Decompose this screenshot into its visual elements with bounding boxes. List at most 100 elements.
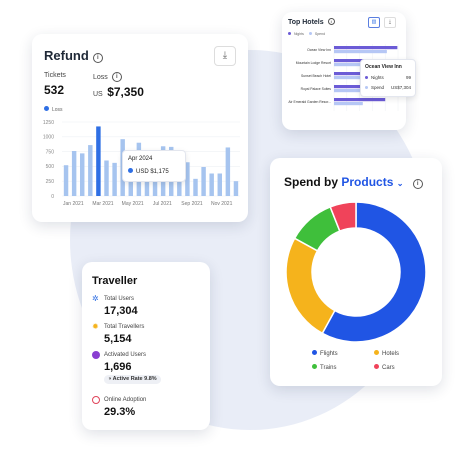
info-icon[interactable]: i [111,72,122,82]
legend-item-trains: Trains [312,364,336,371]
tickets-label: Tickets [44,72,66,79]
x-tick-label: May 2021 [122,201,144,207]
legend-item-flights: Flights [312,350,338,357]
donut-slice-cars [329,201,357,233]
globe-icon [92,396,100,404]
bar [96,126,101,196]
activated-users-label: Activated Users [104,352,147,358]
legend-swatch [288,32,291,35]
bar [63,165,69,196]
legend-item-hotels: Hotels [374,350,399,357]
legend-swatch [312,364,317,369]
activated-users-icon [92,351,100,359]
activated-users-value: 1,696 [104,361,132,373]
tooltip-month: Apr 2024 [128,156,153,162]
bar-spend [334,89,366,93]
legend-swatch [365,76,368,79]
refund-card: Refund i ⤓ Tickets 532 Loss i US $7,350 Lo… [32,34,248,222]
total-travellers-value: 5,154 [104,333,132,345]
x-tick-label: Jul 2021 [153,201,172,207]
bar [152,173,158,196]
y-tick-label: 1250 [43,120,54,126]
hotels-title: Top Hotels i [288,18,335,26]
bar [217,173,222,196]
bar-spend [334,102,363,106]
donut-slice-hotels [285,237,336,335]
download-icon: ⤓ [388,19,392,25]
traveller-title: Traveller [92,275,138,287]
x-tick-label: Mar 2021 [92,201,113,207]
products-select[interactable]: Products ⌄ [341,175,404,189]
x-tick-label: Sep 2021 [181,201,203,207]
legend-item-cars: Cars [374,364,395,371]
users-icon: ✲ [92,294,99,303]
online-adoption-value: 29.3% [104,406,136,418]
y-tick-label: 500 [46,164,55,170]
hotel-label: Mountain Lodge Resort [296,61,331,65]
legend-swatch [374,350,379,355]
bar [193,178,198,196]
legend-swatch [44,106,49,111]
bar [209,173,214,196]
chart-view-button[interactable]: ▥ [368,17,380,28]
tickets-value: 532 [44,83,65,97]
x-tick-label: Nov 2021 [211,201,233,207]
travellers-icon: ✹ [92,322,99,331]
legend-swatch [374,364,379,369]
bar [185,162,190,196]
hotel-label: Air Emerald Garden Resor... [288,100,331,104]
y-tick-label: 0 [51,194,54,200]
chart-icon: ▥ [371,19,377,25]
download-icon: ⤓ [222,50,228,61]
chevron-down-icon: ⌄ [396,179,404,188]
info-icon[interactable]: i [92,53,103,63]
tooltip-spend-row: Spend US$7,304 [365,85,413,90]
bar [88,145,93,196]
y-tick-label: 1000 [43,135,54,141]
tooltip-value-row: USD $1,175 [128,168,169,175]
refund-title: Refund i [44,48,103,63]
pie-icon: ◑ [108,376,112,382]
hotel-label: Royal Palace Suites [301,87,332,91]
bar [104,160,109,196]
download-button[interactable]: ⤓ [384,17,396,28]
info-icon[interactable]: i [327,18,335,25]
traveller-card: Traveller ✲ Total Users 17,304 ✹ Total T… [82,262,210,430]
loss-label: Loss i [93,72,122,82]
spend-title: Spend by Products ⌄ i [284,175,423,189]
bar [177,178,182,196]
x-tick-label: Jan 2021 [63,201,84,207]
hotels-legend: Nights Spend [288,32,325,36]
total-users-label: Total Users [104,296,135,302]
tooltip-nights-row: Nights 99 [365,75,413,80]
tooltip-title: Ocean View Inn [365,64,402,70]
info-icon[interactable]: i [412,179,423,189]
bar [201,166,206,196]
online-adoption-label: Online Adoption [104,397,147,403]
bar [71,151,77,196]
donut-slice-flights [321,201,427,343]
bar-nights [334,46,398,50]
bar-spend [334,63,376,67]
bar-nights [334,98,386,102]
total-users-value: 17,304 [104,305,138,317]
legend-swatch [365,86,368,89]
hotel-label: Sunset Beach Hotel [301,74,331,78]
y-tick-label: 750 [46,149,55,155]
bar [80,153,85,196]
top-hotels-card: Top Hotels i ▥ ⤓ Nights Spend Ocean View … [282,12,416,130]
spend-donut-chart [285,201,427,343]
total-travellers-label: Total Travellers [104,324,145,330]
spend-card: Spend by Products ⌄ i Flights Hotels Tra… [270,158,442,386]
bar [225,147,231,196]
active-rate-badge: ◑ Active Rate 9.8% [104,375,161,384]
hotels-tooltip: Ocean View Inn Nights 99 Spend US$7,304 [360,59,416,97]
hotel-label: Ocean View Inn [307,48,331,52]
download-button[interactable]: ⤓ [214,46,236,66]
legend-swatch [308,32,312,35]
y-tick-label: 250 [46,179,55,185]
chart-legend: Loss [44,106,63,113]
loss-value: US $7,350 [93,85,144,99]
bar-spend [334,50,387,54]
bar-spend [334,76,371,80]
